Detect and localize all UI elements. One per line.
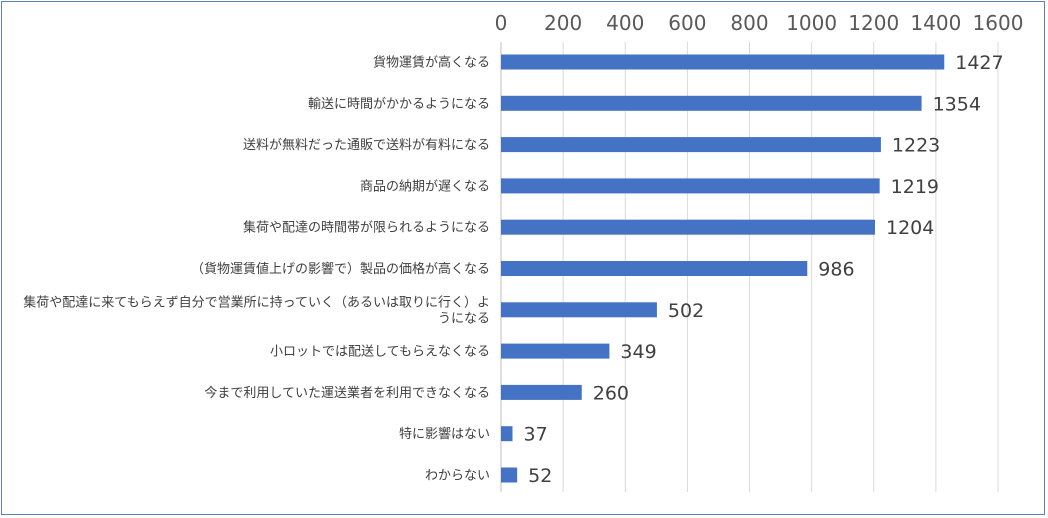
- bar: [501, 219, 875, 235]
- category-label: 集荷や配達に来てもらえず自分で営業所に持っていく（あるいは取りに行く）よ: [23, 294, 490, 310]
- category-label: 輸送に時間がかかるようになる: [308, 97, 490, 112]
- value-label: 1354: [933, 93, 981, 115]
- x-tick-label: 200: [544, 11, 582, 35]
- value-label: 502: [668, 300, 704, 322]
- bar: [501, 426, 513, 442]
- bar: [501, 137, 881, 153]
- bar: [501, 467, 518, 483]
- bar: [501, 54, 945, 70]
- bar: [501, 261, 808, 276]
- bar: [501, 95, 922, 111]
- value-label: 1427: [955, 52, 1003, 74]
- category-label: 送料が無料だった通販で送料が有料になる: [243, 138, 490, 153]
- bar: [501, 178, 880, 194]
- category-label: （貨物運賃値上げの影響で）製品の価格が高くなる: [191, 261, 490, 277]
- value-label: 37: [523, 424, 547, 446]
- x-tick-label: 600: [668, 11, 706, 35]
- bar: [501, 302, 657, 318]
- category-label: わからない: [425, 469, 490, 484]
- bar: [501, 384, 582, 400]
- category-label: 貨物運賃が高くなる: [373, 55, 490, 71]
- x-tick-label: 1200: [848, 11, 899, 35]
- value-label: 1219: [891, 176, 939, 198]
- category-label: 特に影響はない: [399, 426, 490, 442]
- x-tick-label: 1000: [786, 11, 837, 35]
- value-label: 52: [528, 465, 552, 487]
- category-label: 集荷や配達の時間帯が限られるようになる: [243, 220, 490, 236]
- x-tick-label: 0: [495, 11, 508, 35]
- x-tick-label: 400: [606, 11, 644, 35]
- category-label: 商品の納期が遅くなる: [360, 179, 490, 194]
- category-label: 今まで利用していた運送業者を利用できなくなる: [204, 385, 490, 401]
- category-label: うになる: [438, 311, 490, 326]
- x-tick-label: 1600: [973, 11, 1024, 35]
- category-label: 小ロットでは配送してもらえなくなる: [270, 345, 490, 360]
- value-label: 349: [620, 341, 656, 363]
- bar: [501, 343, 610, 359]
- x-tick-label: 1400: [910, 11, 961, 35]
- value-label: 1223: [892, 135, 940, 157]
- x-tick-label: 800: [730, 11, 768, 35]
- value-label: 1204: [886, 217, 934, 239]
- value-label: 260: [593, 382, 629, 404]
- value-label: 986: [818, 259, 854, 281]
